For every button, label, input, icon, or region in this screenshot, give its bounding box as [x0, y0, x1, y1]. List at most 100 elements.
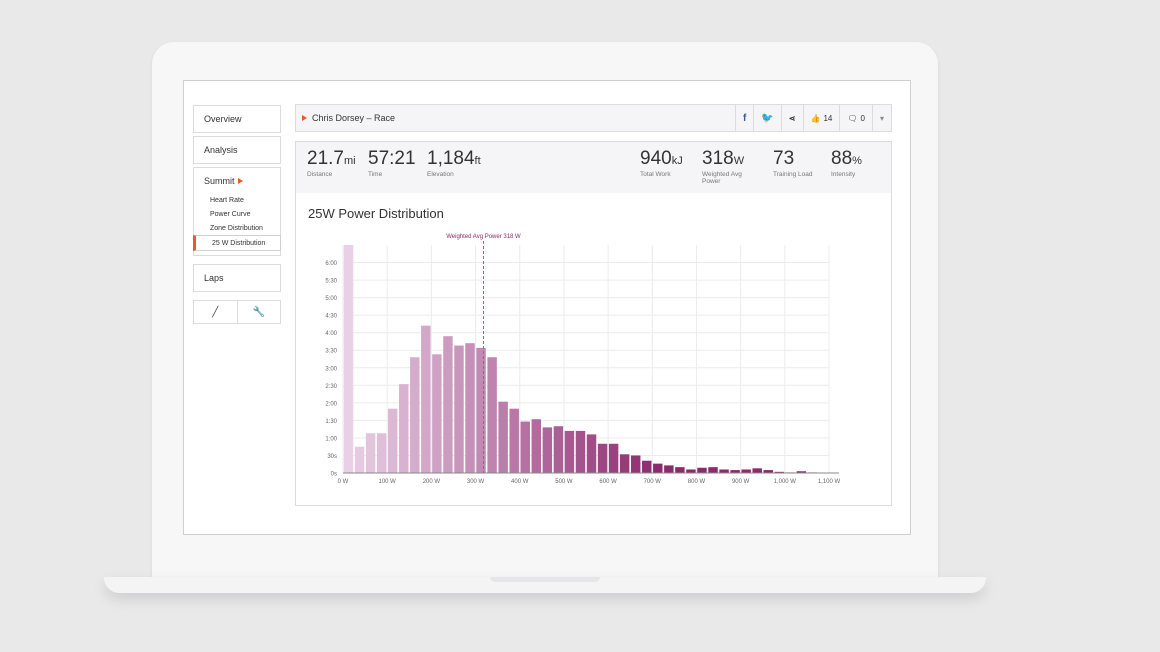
stat-value: 21.7 [307, 148, 344, 169]
facebook-icon[interactable]: f [735, 105, 753, 131]
histogram-bar [653, 463, 663, 473]
sidebar-item-overview[interactable]: Overview [193, 105, 281, 133]
histogram-bar [796, 471, 807, 473]
y-tick-label: 2:30 [325, 384, 337, 390]
histogram-bar [542, 427, 553, 473]
laptop-notch [490, 577, 600, 582]
histogram-bar [365, 433, 376, 473]
x-tick-label: 200 W [423, 479, 441, 485]
histogram-bar [476, 347, 486, 473]
histogram-bar [520, 421, 530, 473]
sidebar-item-label: Overview [204, 114, 242, 124]
y-tick-label: 5:30 [325, 279, 337, 285]
sidebar-item-summit[interactable]: Summit Heart Rate Power Curve Zone Distr… [193, 167, 281, 256]
stat-value: 318 [702, 148, 734, 169]
power-distribution-chart: 0s 30s 1:00 1:30 2:00 2:30 3:00 3:30 4:00 4:30 5:0… [325, 234, 841, 485]
stat-label: Time [368, 171, 383, 178]
stat-label: Intensity [831, 171, 856, 178]
histogram-bar [763, 470, 773, 473]
histogram-bar [432, 354, 442, 473]
histogram-bar [774, 471, 785, 473]
stat-time: 57:21 Time [368, 148, 416, 178]
like-button[interactable]: 👍 14 [802, 105, 840, 131]
histogram-bar [741, 469, 751, 473]
histogram-bar [719, 469, 729, 473]
y-tick-label: 2:00 [325, 401, 337, 407]
activity-title-text: Chris Dorsey – Race [312, 113, 396, 123]
x-tick-label: 400 W [511, 479, 529, 485]
activity-mark-icon [302, 115, 307, 121]
chart-card: 0s 30s 1:00 1:30 2:00 2:30 3:00 3:30 4:00 4:30 5:0… [295, 193, 892, 506]
y-tick-label: 3:30 [325, 349, 337, 355]
y-tick-label: 0s [331, 472, 337, 478]
stat-unit: % [852, 155, 862, 167]
x-tick-label: 600 W [599, 479, 617, 485]
x-tick-label: 500 W [555, 479, 573, 485]
sidebar-item-analysis[interactable]: Analysis [193, 136, 281, 164]
stat-value: 1,184 [427, 148, 475, 169]
y-tick-label: 6:00 [325, 261, 337, 267]
weighted-avg-power-label: Weighted Avg Power 318 W [446, 234, 521, 240]
summit-mark-icon [237, 178, 243, 184]
histogram-bar [410, 357, 420, 473]
histogram-bar [564, 430, 575, 473]
stats-bar: 21.7mi Distance 57:21 Time 1,184ft Eleva… [295, 141, 892, 194]
stat-label: Total Work [640, 171, 671, 178]
wrench-icon[interactable]: 🔧 [236, 301, 281, 323]
stat-intensity: 88% Intensity [831, 148, 862, 178]
histogram-bar [575, 430, 586, 473]
x-tick-label: 900 W [732, 479, 750, 485]
histogram-bar [376, 433, 387, 473]
x-tick-label: 1,000 W [774, 479, 797, 485]
subitem-power-curve[interactable]: Power Curve [210, 211, 251, 218]
y-tick-label: 1:30 [325, 419, 337, 425]
histogram-bar [553, 426, 564, 473]
stat-label: Elevation [427, 171, 454, 178]
histogram-bar [343, 245, 354, 473]
x-tick-label: 800 W [688, 479, 706, 485]
sidebar-item-laps[interactable]: Laps [193, 264, 281, 292]
stat-value: 57:21 [368, 148, 416, 169]
histogram-bar [675, 467, 685, 473]
x-tick-label: 700 W [644, 479, 662, 485]
comment-button[interactable]: 🗨 0 [839, 105, 872, 131]
histogram-bar [697, 467, 707, 473]
stat-value: 940 [640, 148, 672, 169]
histogram-bar [642, 460, 652, 473]
twitter-icon[interactable]: 🐦 [753, 105, 780, 131]
stat-label: Weighted Avg Power [702, 171, 742, 185]
comment-icon: 🗨 [847, 113, 858, 123]
histogram-bar [664, 465, 674, 473]
subitem-zone-distribution[interactable]: Zone Distribution [210, 225, 263, 232]
histogram-bar [586, 434, 597, 473]
histogram-bar [531, 419, 542, 473]
chevron-down-icon[interactable]: ▾ [871, 105, 891, 131]
sidebar-item-label: Laps [204, 273, 224, 283]
activity-header: Chris Dorsey – Race f 🐦 ⋖ 👍 14 🗨 0 ▾ [295, 104, 892, 132]
histogram-bar [597, 443, 608, 473]
like-count: 14 [823, 113, 833, 123]
laptop-base [104, 577, 986, 593]
stat-label: Distance [307, 171, 333, 178]
app-screen: Overview Analysis Summit Heart Rate Powe… [183, 80, 911, 535]
histogram-bar [354, 446, 365, 473]
histogram-bar [619, 454, 630, 473]
sidebar-item-label: Analysis [204, 145, 238, 155]
x-tick-label: 100 W [379, 479, 397, 485]
stat-elevation: 1,184ft Elevation [427, 148, 481, 178]
share-icon[interactable]: ⋖ [780, 105, 803, 131]
x-tick-label: 300 W [467, 479, 485, 485]
y-tick-label: 30s [327, 454, 337, 460]
sidebar-item-label: Summit [204, 176, 235, 186]
histogram-bar [708, 467, 718, 473]
stat-unit: W [733, 155, 745, 167]
histogram-bar [752, 468, 762, 473]
histogram-bar [387, 408, 398, 473]
subitem-25w-distribution[interactable]: 25 W Distribution [193, 235, 281, 251]
pencil-icon[interactable]: ╱ [212, 306, 219, 318]
stat-unit: kJ [671, 155, 683, 167]
x-tick-label: 1,100 W [818, 479, 841, 485]
stat-weighted-avg-power: 318W Weighted Avg Power [702, 148, 760, 185]
subitem-heart-rate[interactable]: Heart Rate [210, 197, 244, 204]
sidebar: Overview Analysis Summit Heart Rate Powe… [193, 105, 281, 324]
